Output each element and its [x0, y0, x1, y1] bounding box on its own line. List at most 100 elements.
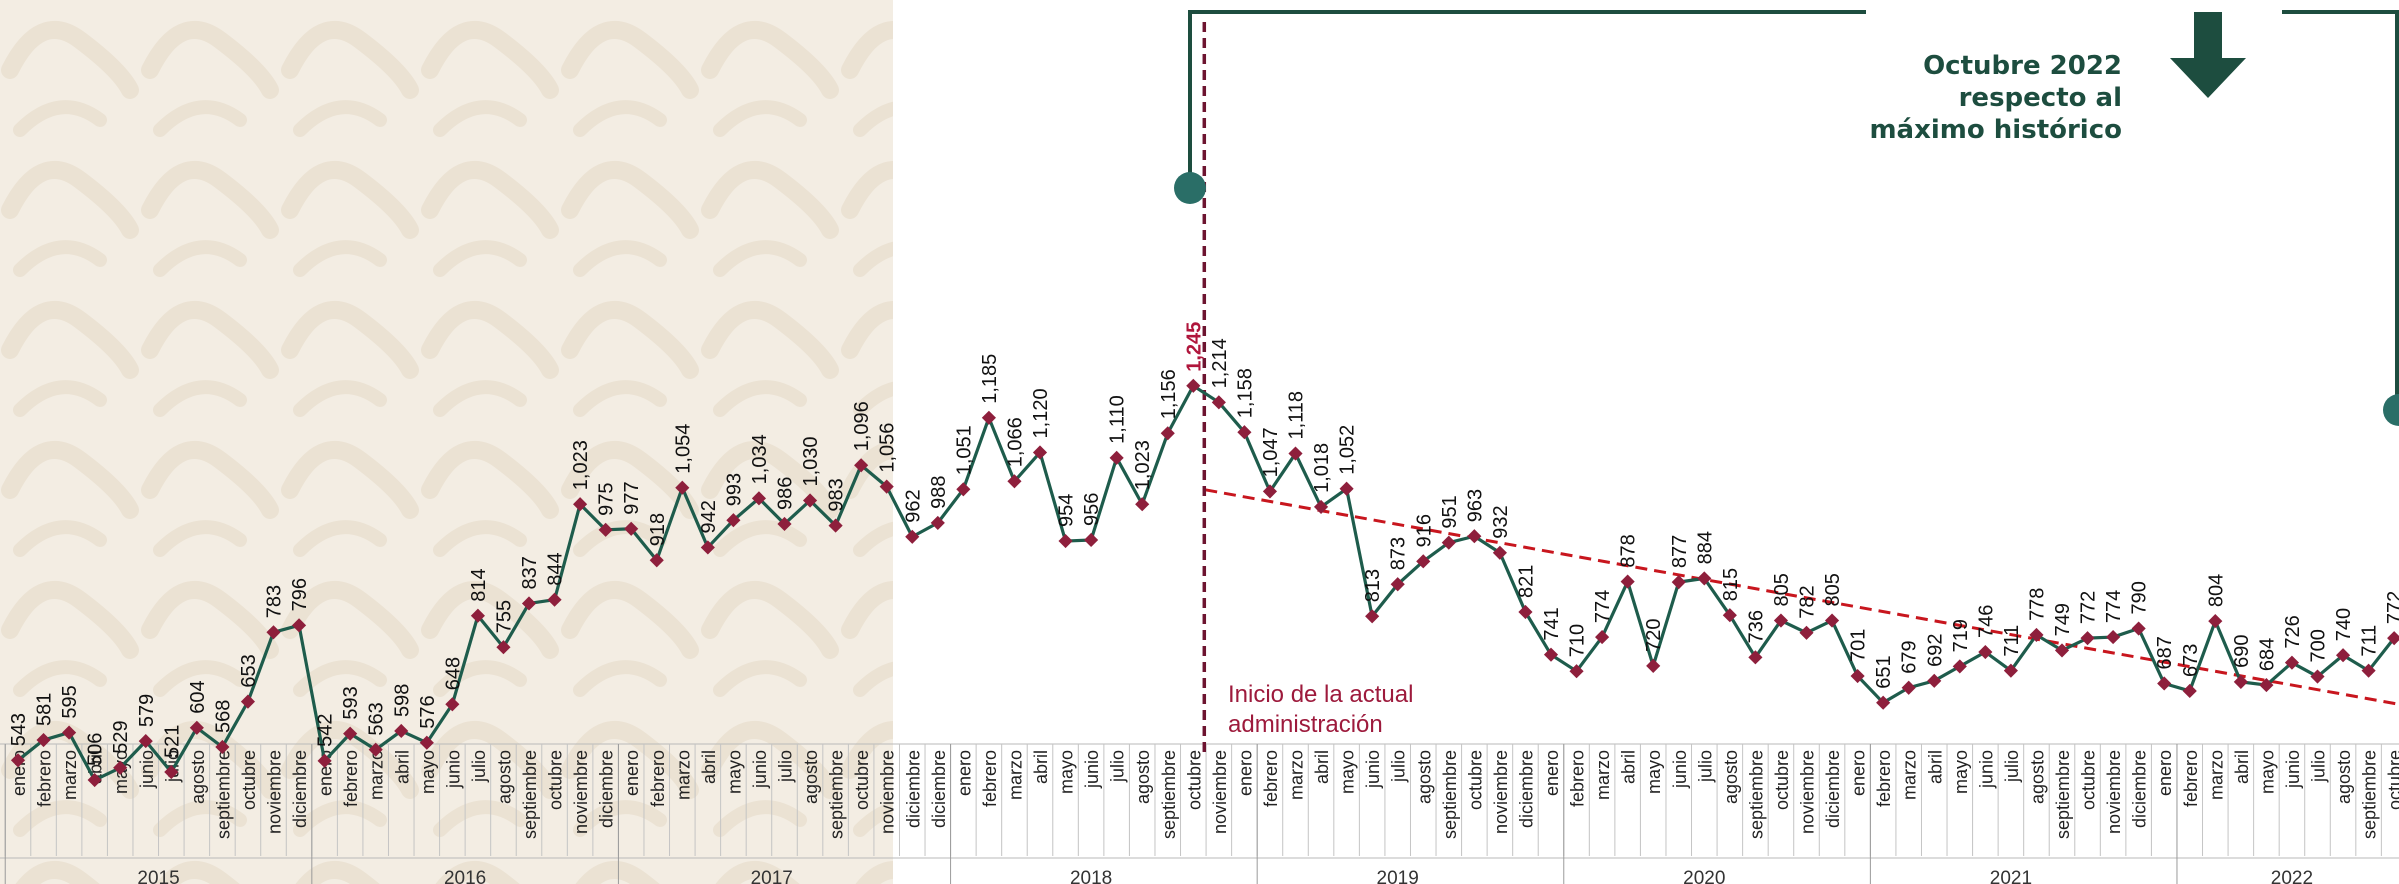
data-point: [343, 726, 358, 741]
data-point: [1109, 450, 1124, 465]
x-tick-label: septiembre: [213, 750, 233, 839]
x-tick-label: julio: [1108, 750, 1128, 783]
data-label: 684: [2256, 638, 2278, 671]
data-label: 942: [698, 500, 720, 533]
data-label: 772: [2384, 591, 2399, 624]
data-point: [215, 739, 230, 755]
data-point: [675, 480, 690, 495]
data-label: 1,054: [672, 424, 694, 474]
data-label: 1,034: [749, 434, 771, 484]
data-point: [496, 640, 511, 655]
data-label: 711: [2359, 625, 2381, 657]
data-label: 844: [545, 552, 567, 585]
x-tick-label: noviembre: [1798, 750, 1818, 834]
data-label: 983: [826, 478, 848, 511]
data-point: [547, 592, 562, 607]
x-tick-label: enero: [2155, 750, 2175, 796]
data-point: [624, 521, 639, 536]
data-point: [1313, 499, 1329, 514]
x-tick-label: febrero: [35, 750, 55, 807]
data-point: [598, 522, 613, 537]
data-point: [1365, 609, 1380, 624]
data-label: 521: [161, 725, 183, 758]
data-label: 963: [1464, 489, 1486, 522]
x-tick-label: junio: [1976, 750, 1996, 789]
x-tick-label: septiembre: [1159, 750, 1179, 839]
data-label: 604: [187, 680, 209, 713]
data-point: [1135, 497, 1150, 512]
x-tick-label: noviembre: [1210, 750, 1230, 834]
data-point: [1416, 554, 1431, 569]
data-label: 741: [1541, 607, 1563, 640]
x-tick-label: junio: [1363, 750, 1383, 789]
x-tick-label: julio: [1695, 750, 1715, 783]
data-label: 755: [493, 600, 515, 633]
data-point: [1646, 658, 1661, 673]
data-label: 813: [1362, 569, 1384, 602]
background-motif: [0, 0, 893, 884]
x-tick-label: marzo: [2206, 750, 2226, 800]
x-tick-label: abril: [2232, 750, 2252, 784]
x-tick-label: diciembre: [597, 750, 617, 828]
data-point: [1262, 484, 1278, 499]
data-point: [1160, 426, 1175, 441]
data-label: 700: [2308, 629, 2330, 662]
x-tick-label: septiembre: [520, 750, 540, 839]
data-point: [1390, 577, 1405, 592]
year-label: 2017: [751, 868, 793, 884]
data-label: 1,056: [877, 423, 899, 473]
data-point: [291, 618, 307, 633]
data-point: [189, 720, 204, 735]
data-point: [1237, 425, 1252, 440]
data-label: 648: [442, 657, 464, 690]
data-point: [1084, 532, 1099, 548]
callout-left-dot: [1174, 172, 1206, 204]
x-tick-label: marzo: [60, 750, 80, 800]
data-label: 711: [2001, 625, 2023, 657]
data-label: 673: [2180, 644, 2202, 677]
x-tick-label: febrero: [1874, 750, 1894, 807]
data-point: [573, 497, 588, 512]
data-label: 506: [85, 733, 107, 766]
x-tick-label: agosto: [801, 750, 821, 804]
data-point: [930, 515, 945, 530]
data-label: 956: [1081, 493, 1103, 526]
data-label: 736: [1745, 610, 1767, 643]
data-point: [1032, 445, 1048, 460]
data-label: 1,023: [570, 440, 592, 490]
data-label: 563: [366, 702, 388, 735]
data-point: [1927, 673, 1942, 688]
data-point: [879, 479, 894, 494]
data-point: [1850, 668, 1865, 684]
data-label: 579: [136, 694, 158, 727]
x-tick-label: noviembre: [2104, 750, 2124, 834]
data-label: 568: [212, 700, 234, 733]
data-point: [1211, 395, 1226, 410]
data-point: [1824, 613, 1840, 628]
series-markers: [10, 378, 2399, 788]
x-tick-label: enero: [622, 750, 642, 796]
x-tick-label: octubre: [546, 750, 566, 810]
year-label: 2019: [1377, 868, 1419, 884]
data-point: [1186, 378, 1201, 393]
admin-start-annotation-line2: administración: [1228, 711, 1383, 738]
data-label: 962: [902, 489, 924, 522]
data-label: 814: [468, 568, 490, 601]
x-tick-label: julio: [469, 750, 489, 783]
series-polyline: [17, 384, 2396, 782]
data-point: [164, 764, 179, 780]
x-tick-label: septiembre: [2360, 750, 2380, 839]
data-point: [470, 608, 485, 623]
data-label: 679: [1899, 640, 1921, 673]
x-tick-label: diciembre: [929, 750, 949, 828]
trend-dashed-line: [1205, 488, 2399, 706]
x-tick-label: enero: [954, 750, 974, 796]
data-point: [1876, 695, 1891, 710]
data-label: 951: [1439, 495, 1461, 528]
data-label: 1,018: [1311, 443, 1333, 493]
year-label: 2015: [137, 868, 179, 884]
data-label: 726: [2282, 615, 2304, 648]
x-tick-label: octubre: [1184, 750, 1204, 810]
x-tick-label: agosto: [2027, 750, 2047, 804]
